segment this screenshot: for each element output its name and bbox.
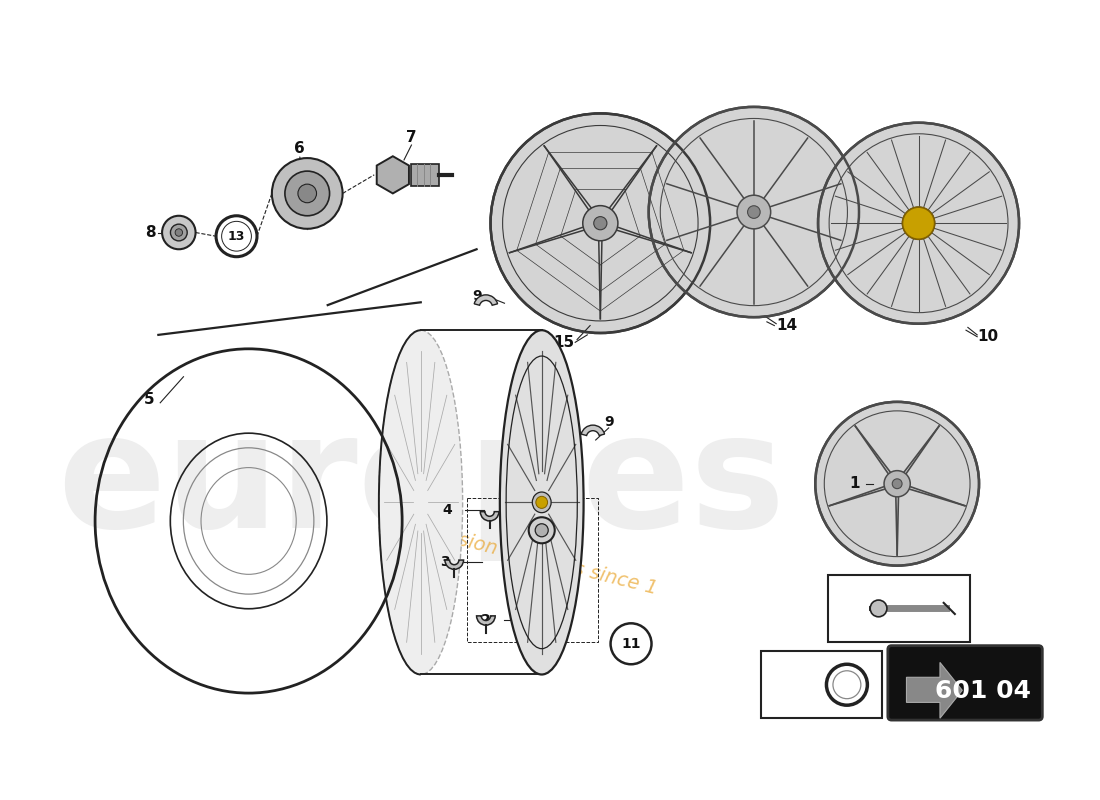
Text: 14: 14 bbox=[777, 318, 797, 333]
Wedge shape bbox=[476, 616, 495, 625]
Wedge shape bbox=[581, 425, 605, 435]
FancyBboxPatch shape bbox=[411, 164, 439, 186]
Polygon shape bbox=[376, 156, 409, 194]
Circle shape bbox=[298, 184, 317, 202]
Circle shape bbox=[748, 206, 760, 218]
Circle shape bbox=[285, 171, 330, 216]
Wedge shape bbox=[444, 560, 463, 570]
Circle shape bbox=[491, 114, 711, 333]
Text: 9: 9 bbox=[604, 415, 614, 430]
Ellipse shape bbox=[378, 330, 463, 674]
Circle shape bbox=[170, 224, 187, 241]
Ellipse shape bbox=[536, 496, 548, 508]
Wedge shape bbox=[481, 512, 499, 521]
Circle shape bbox=[594, 217, 607, 230]
FancyBboxPatch shape bbox=[888, 646, 1043, 720]
Text: 13: 13 bbox=[777, 663, 795, 677]
Circle shape bbox=[818, 122, 1019, 324]
Text: 601 04: 601 04 bbox=[935, 679, 1031, 703]
Text: 2: 2 bbox=[481, 613, 491, 626]
Wedge shape bbox=[474, 295, 497, 306]
Text: 8: 8 bbox=[145, 225, 156, 240]
Circle shape bbox=[870, 600, 887, 617]
Text: 9: 9 bbox=[472, 289, 482, 302]
Circle shape bbox=[175, 229, 183, 236]
Circle shape bbox=[272, 158, 342, 229]
Circle shape bbox=[737, 195, 771, 229]
Text: 3: 3 bbox=[440, 555, 450, 569]
Text: europes: europes bbox=[56, 406, 785, 562]
Circle shape bbox=[913, 217, 925, 230]
Circle shape bbox=[892, 479, 902, 489]
Text: 10: 10 bbox=[978, 330, 999, 344]
Ellipse shape bbox=[532, 492, 551, 513]
FancyBboxPatch shape bbox=[761, 651, 882, 718]
Text: 11: 11 bbox=[621, 637, 641, 650]
Text: 12: 12 bbox=[498, 522, 518, 535]
Circle shape bbox=[536, 524, 548, 537]
Circle shape bbox=[902, 207, 935, 239]
Text: 15: 15 bbox=[553, 335, 574, 350]
Circle shape bbox=[649, 107, 859, 317]
Text: 11: 11 bbox=[844, 586, 862, 601]
Text: 7: 7 bbox=[406, 130, 417, 145]
Circle shape bbox=[902, 207, 935, 239]
Text: 6: 6 bbox=[295, 142, 305, 156]
Circle shape bbox=[162, 216, 196, 250]
FancyBboxPatch shape bbox=[828, 575, 970, 642]
Circle shape bbox=[529, 518, 554, 543]
Text: 5: 5 bbox=[144, 393, 154, 407]
Circle shape bbox=[884, 470, 911, 497]
Text: 4: 4 bbox=[442, 502, 452, 517]
Ellipse shape bbox=[499, 330, 584, 674]
Text: 13: 13 bbox=[228, 230, 245, 242]
Circle shape bbox=[815, 402, 979, 566]
Text: 1: 1 bbox=[849, 476, 859, 491]
Polygon shape bbox=[906, 662, 962, 718]
Text: a passion for parts since 1: a passion for parts since 1 bbox=[405, 518, 660, 598]
Circle shape bbox=[583, 206, 618, 241]
